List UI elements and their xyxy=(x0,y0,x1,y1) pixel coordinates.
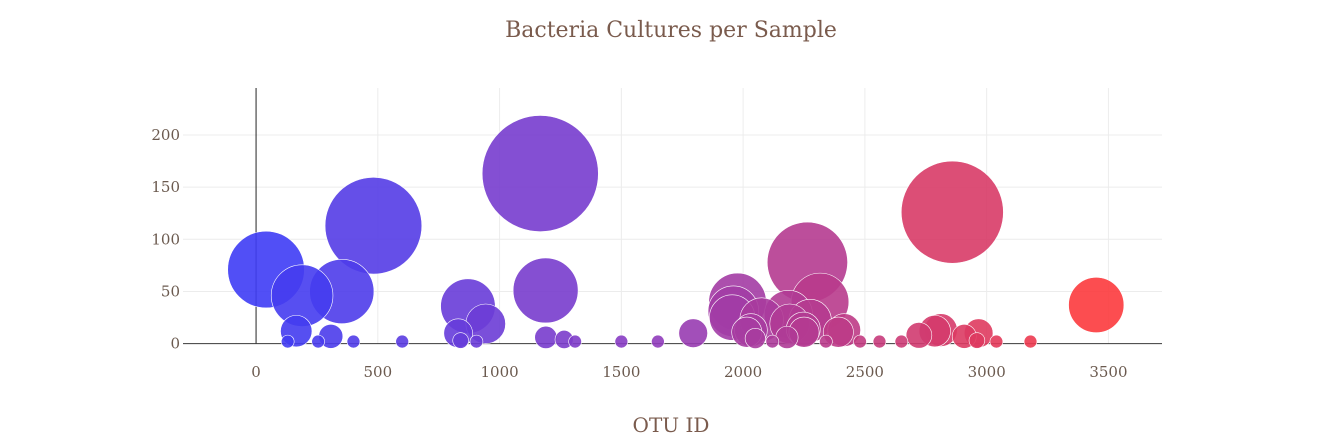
data-bubble xyxy=(346,334,361,349)
data-bubble xyxy=(872,334,887,349)
data-bubble xyxy=(452,332,469,349)
data-bubble xyxy=(280,334,295,349)
y-tick-label: 200 xyxy=(151,126,180,144)
y-tick-label: 0 xyxy=(170,335,180,353)
data-bubble xyxy=(894,334,909,349)
data-bubble xyxy=(324,177,423,275)
data-bubble xyxy=(568,334,582,349)
data-bubble xyxy=(775,325,799,349)
data-bubble xyxy=(395,334,409,349)
x-tick-label: 3000 xyxy=(968,363,1006,381)
x-axis-title: OTU ID xyxy=(633,413,710,435)
data-bubble xyxy=(614,334,629,349)
data-bubble xyxy=(311,334,325,349)
data-bubble xyxy=(905,322,933,349)
y-tick-label: 50 xyxy=(161,282,180,300)
chart-title: Bacteria Cultures per Sample xyxy=(505,18,837,43)
data-bubble xyxy=(1068,277,1125,334)
data-bubble xyxy=(765,334,780,349)
data-bubble xyxy=(989,334,1004,349)
data-bubble xyxy=(853,334,867,349)
data-bubble xyxy=(968,332,986,349)
y-tick-label: 150 xyxy=(151,178,180,196)
data-bubble xyxy=(481,115,599,232)
bubbles xyxy=(227,115,1125,349)
data-bubble xyxy=(512,257,579,324)
x-tick-label: 500 xyxy=(364,363,393,381)
tick-labels: 0 500 1000 1500 2000 2500 3000 3500 0 50 100 150 200 xyxy=(151,126,1127,381)
data-bubble xyxy=(534,325,558,349)
data-bubble xyxy=(1023,334,1038,349)
data-bubble xyxy=(819,334,833,349)
x-tick-label: 2000 xyxy=(724,363,762,381)
x-tick-label: 0 xyxy=(251,363,261,381)
data-bubble xyxy=(900,160,1004,264)
data-bubble xyxy=(469,334,484,349)
y-tick-label: 100 xyxy=(151,230,180,248)
data-bubble xyxy=(678,318,708,348)
x-tick-label: 1500 xyxy=(602,363,640,381)
data-bubble xyxy=(744,327,766,349)
x-tick-label: 1000 xyxy=(480,363,518,381)
x-tick-label: 2500 xyxy=(846,363,884,381)
data-bubble xyxy=(651,334,665,349)
x-tick-label: 3500 xyxy=(1089,363,1127,381)
